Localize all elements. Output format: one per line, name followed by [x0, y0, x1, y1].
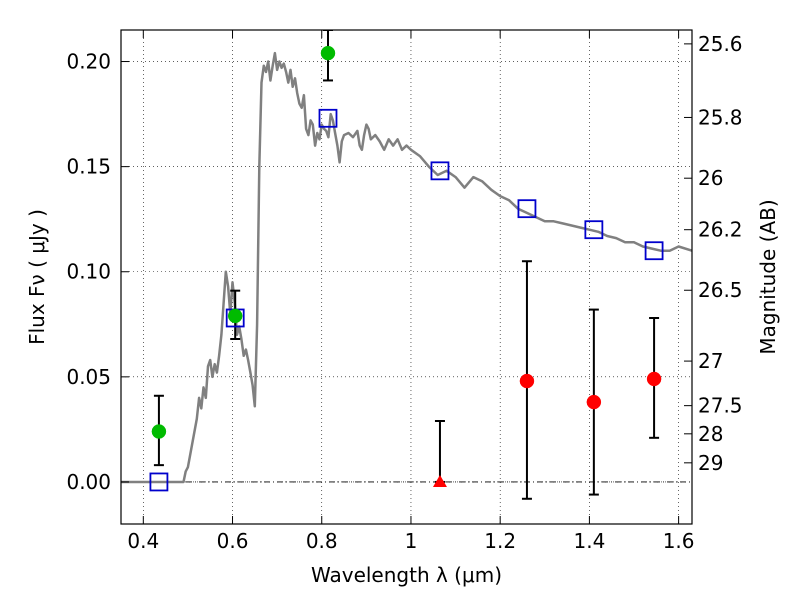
y-tick-label: 0.15 — [66, 155, 111, 179]
model-photometry-square — [517, 199, 537, 219]
detection-point — [151, 424, 167, 439]
data-markers — [149, 45, 664, 492]
plot-frame — [120, 29, 693, 525]
nondetection-point — [586, 394, 602, 410]
y-axis-title: Flux Fν ( μJy ) — [25, 209, 49, 345]
y-tick-label: 0.20 — [66, 50, 111, 74]
y2-axis-title: Magnitude (AB) — [756, 199, 780, 354]
x-tick-label: 1 — [405, 529, 418, 553]
y2-tick-label: 29 — [698, 451, 723, 475]
tick-labels: 0.4 0.6 0.8 1 1.2 1.4 1.6 0.00 0.05 0.10 0.15 0.20 2… — [66, 32, 742, 553]
spectrum-line — [121, 51, 693, 484]
x-tick-label: 1.4 — [573, 529, 605, 553]
y2-tick-label: 25.8 — [698, 105, 743, 129]
grid-lines — [121, 30, 692, 524]
y2-tick-label: 26.2 — [698, 218, 743, 242]
error-bars — [153, 30, 660, 500]
y-tick-label: 0.05 — [66, 365, 111, 389]
model-photometry-square — [149, 472, 169, 492]
nondetection-point — [646, 371, 662, 387]
y2-tick-label: 26 — [698, 166, 723, 190]
axis-ticks — [121, 30, 692, 524]
nondetection-point — [519, 373, 535, 389]
model-photometry-square — [318, 108, 338, 128]
y2-tick-label: 28 — [698, 422, 723, 446]
y2-tick-label: 25.6 — [698, 32, 743, 56]
upper-limit-point — [432, 474, 447, 487]
model-photometry-square — [430, 161, 450, 181]
y2-tick-label: 27.5 — [698, 394, 743, 418]
x-axis-title: Wavelength λ (μm) — [311, 563, 502, 587]
x-tick-label: 0.4 — [127, 529, 159, 553]
template-spectrum — [121, 51, 693, 484]
x-tick-label: 0.8 — [306, 529, 338, 553]
y2-tick-label: 27 — [698, 349, 723, 373]
y2-tick-label: 26.5 — [698, 278, 743, 302]
detection-point — [227, 308, 243, 324]
model-photometry-square — [644, 241, 664, 261]
y-tick-label: 0.00 — [66, 470, 111, 494]
model-photometry-square — [584, 220, 604, 240]
y-tick-label: 0.10 — [66, 260, 111, 284]
x-tick-label: 1.2 — [484, 529, 516, 553]
detection-point — [320, 45, 336, 61]
x-tick-label: 0.6 — [217, 529, 249, 553]
x-tick-label: 1.6 — [663, 529, 695, 553]
